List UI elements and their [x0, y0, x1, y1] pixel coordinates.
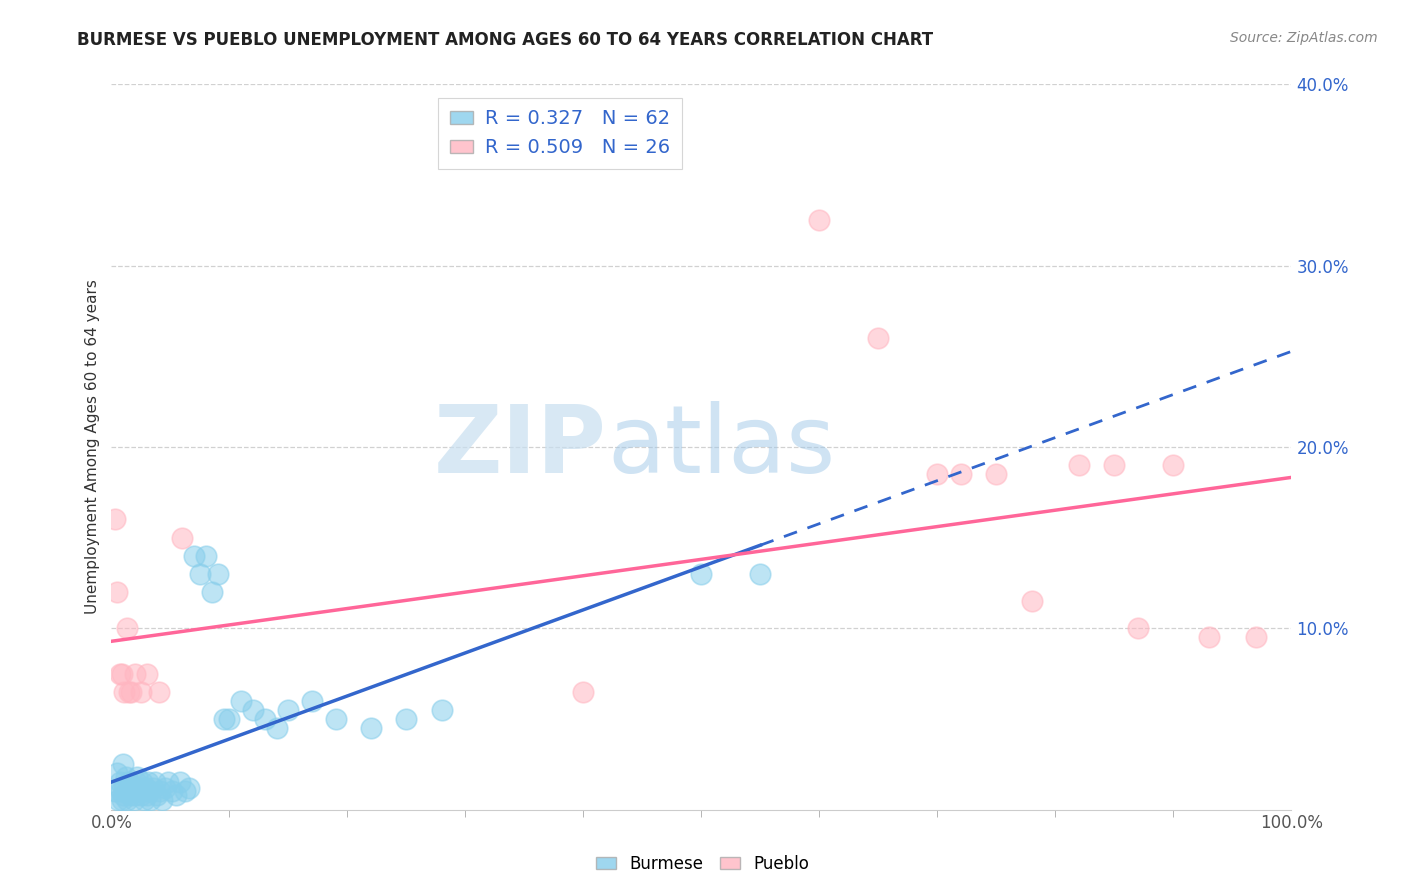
Point — [111, 666, 134, 681]
Point — [135, 666, 157, 681]
Point — [112, 780, 135, 795]
Point — [207, 566, 229, 581]
Point — [179, 780, 201, 795]
Point — [690, 566, 713, 581]
Text: BURMESE VS PUEBLO UNEMPLOYMENT AMONG AGES 60 TO 64 YEARS CORRELATION CHART: BURMESE VS PUEBLO UNEMPLOYMENT AMONG AGE… — [77, 31, 934, 49]
Point — [395, 712, 418, 726]
Point — [124, 666, 146, 681]
Point — [172, 531, 194, 545]
Point — [749, 566, 772, 581]
Point — [104, 784, 127, 798]
Point — [111, 793, 134, 807]
Point — [112, 757, 135, 772]
Point — [105, 766, 128, 780]
Point — [127, 770, 149, 784]
Point — [1244, 630, 1267, 644]
Text: ZIP: ZIP — [434, 401, 607, 493]
Legend: Burmese, Pueblo: Burmese, Pueblo — [589, 848, 817, 880]
Point — [572, 684, 595, 698]
Point — [194, 549, 217, 563]
Point — [128, 784, 150, 798]
Point — [188, 566, 211, 581]
Point — [135, 780, 157, 795]
Point — [253, 712, 276, 726]
Point — [125, 775, 148, 789]
Legend: R = 0.327   N = 62, R = 0.509   N = 26: R = 0.327 N = 62, R = 0.509 N = 26 — [439, 98, 682, 169]
Point — [1067, 458, 1090, 472]
Point — [108, 666, 131, 681]
Point — [112, 788, 135, 802]
Point — [266, 721, 288, 735]
Point — [139, 793, 162, 807]
Point — [146, 788, 169, 802]
Point — [104, 512, 127, 526]
Point — [129, 684, 152, 698]
Point — [134, 793, 156, 807]
Point — [1021, 594, 1043, 608]
Point — [277, 703, 299, 717]
Point — [138, 784, 160, 798]
Point — [430, 703, 453, 717]
Point — [1126, 621, 1149, 635]
Point — [112, 684, 135, 698]
Point — [325, 712, 347, 726]
Point — [231, 694, 253, 708]
Point — [148, 684, 170, 698]
Point — [808, 213, 831, 227]
Point — [128, 780, 150, 795]
Point — [105, 585, 128, 599]
Point — [131, 775, 153, 789]
Point — [183, 549, 205, 563]
Point — [135, 788, 157, 802]
Point — [986, 467, 1008, 482]
Text: atlas: atlas — [607, 401, 835, 493]
Point — [122, 793, 145, 807]
Point — [218, 712, 240, 726]
Point — [149, 784, 172, 798]
Point — [121, 784, 143, 798]
Point — [110, 784, 132, 798]
Point — [118, 775, 141, 789]
Point — [121, 780, 143, 795]
Point — [201, 585, 224, 599]
Point — [124, 788, 146, 802]
Point — [1163, 458, 1185, 472]
Point — [153, 780, 176, 795]
Point — [212, 712, 235, 726]
Point — [114, 770, 136, 784]
Point — [150, 793, 173, 807]
Point — [169, 775, 191, 789]
Point — [117, 784, 139, 798]
Point — [120, 788, 142, 802]
Point — [115, 621, 138, 635]
Text: Source: ZipAtlas.com: Source: ZipAtlas.com — [1230, 31, 1378, 45]
Point — [1104, 458, 1126, 472]
Point — [1198, 630, 1220, 644]
Point — [927, 467, 949, 482]
Point — [108, 775, 131, 789]
Point — [143, 775, 166, 789]
Point — [301, 694, 323, 708]
Point — [160, 784, 183, 798]
Point — [107, 793, 129, 807]
Point — [118, 684, 141, 698]
Y-axis label: Unemployment Among Ages 60 to 64 years: Unemployment Among Ages 60 to 64 years — [86, 279, 100, 615]
Point — [115, 793, 138, 807]
Point — [121, 684, 143, 698]
Point — [173, 784, 195, 798]
Point — [132, 784, 155, 798]
Point — [129, 788, 152, 802]
Point — [242, 703, 264, 717]
Point — [142, 780, 165, 795]
Point — [136, 775, 159, 789]
Point — [950, 467, 973, 482]
Point — [157, 775, 180, 789]
Point — [868, 331, 890, 345]
Point — [165, 788, 187, 802]
Point — [360, 721, 382, 735]
